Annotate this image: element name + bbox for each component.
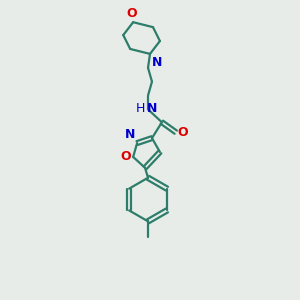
Text: O: O (178, 126, 188, 139)
Text: N: N (147, 102, 158, 115)
Text: H: H (136, 102, 145, 115)
Text: N: N (152, 56, 162, 69)
Text: O: O (121, 150, 131, 164)
Text: O: O (127, 7, 137, 20)
Text: N: N (125, 128, 135, 141)
